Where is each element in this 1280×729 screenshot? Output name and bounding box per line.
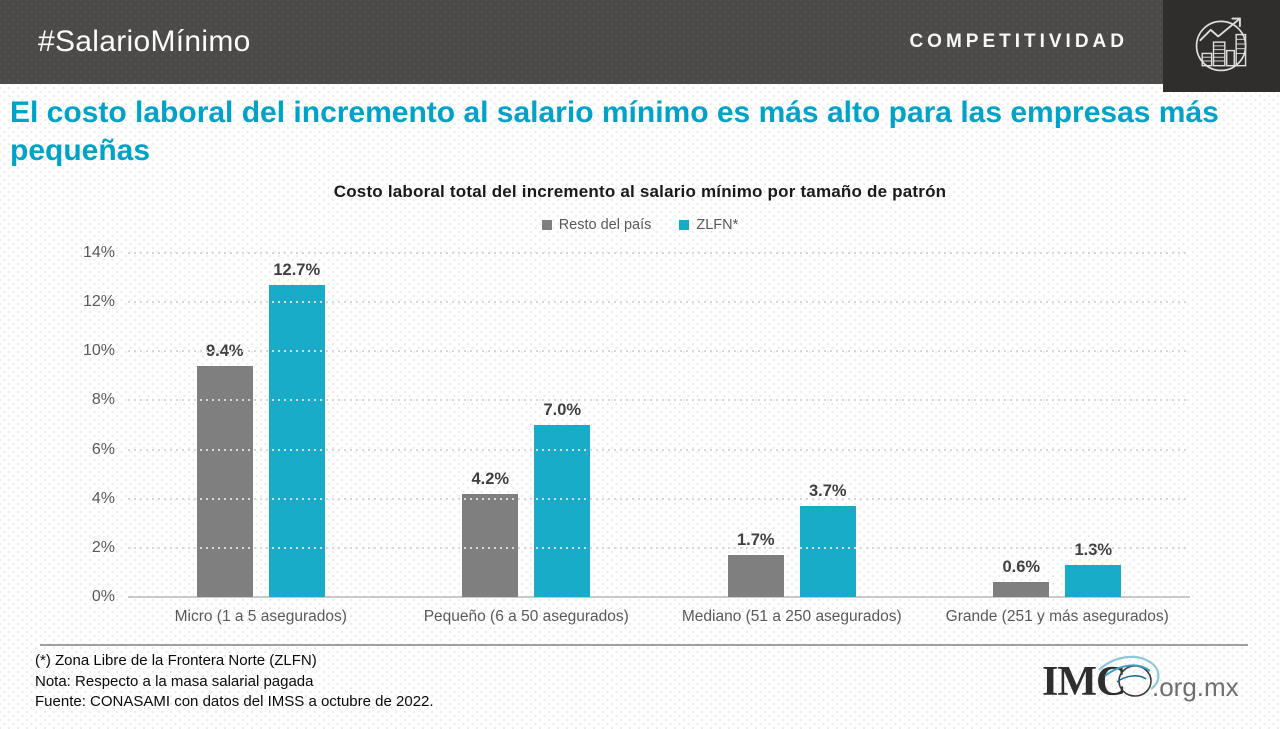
category-label: Micro (1 a 5 asegurados) <box>174 608 347 625</box>
y-tick-label: 14% <box>82 244 115 261</box>
legend-swatch <box>679 220 690 230</box>
gridline <box>128 546 1190 549</box>
bar-value-label: 0.6% <box>1002 558 1041 577</box>
bar: 12.7% <box>268 261 325 597</box>
legend-item: ZLFN* <box>679 217 738 233</box>
y-tick-label: 2% <box>91 538 115 556</box>
bar: 1.7% <box>727 531 784 597</box>
bar: 9.4% <box>196 342 253 597</box>
plot-area: 9.4% 12.7% 4.2% 7.0% 1.7% 3.7% 0.6% 1.3% 0% 2% 4%… <box>83 244 1190 605</box>
y-tick-label: 10% <box>82 342 115 360</box>
x-axis-line <box>128 596 1190 598</box>
footnote-line: Nota: Respecto a la masa salarial pagada <box>35 672 314 690</box>
y-tick-label: 12% <box>82 293 115 311</box>
bar-value-label: 12.7% <box>273 260 321 279</box>
gridline <box>128 350 1190 353</box>
brand-wordmark: COMPETITIVIDAD <box>909 31 1128 52</box>
imco-logo: IMC .org.mx <box>1042 655 1239 708</box>
imco-suffix: .org.mx <box>1152 672 1238 702</box>
footnotes: (*) Zona Libre de la Frontera Norte (ZLF… <box>35 651 434 713</box>
bar: 4.2% <box>462 470 519 597</box>
gridline <box>128 497 1190 500</box>
bar-value-label: 1.7% <box>736 531 775 550</box>
legend-label: ZLFN* <box>696 217 739 233</box>
bar: 0.6% <box>993 558 1050 597</box>
footnote-line: Fuente: CONASAMI con datos del IMSS a oc… <box>35 693 434 710</box>
gridline <box>128 448 1190 451</box>
bar: 3.7% <box>799 482 856 597</box>
city-growth-icon <box>1189 11 1255 82</box>
legend-label: Resto del país <box>558 217 652 233</box>
bar-group: 9.4% 12.7% <box>128 253 394 597</box>
bar-group: 0.6% 1.3% <box>925 253 1191 597</box>
bar-groups: 9.4% 12.7% 4.2% 7.0% 1.7% 3.7% 0.6% 1.3% <box>128 253 1190 597</box>
chart-legend: Resto del país ZLFN* <box>0 217 1280 233</box>
bar-value-label: 1.3% <box>1074 541 1113 560</box>
bar-group: 1.7% 3.7% <box>659 253 925 597</box>
gridline <box>128 252 1190 254</box>
header-logo-square <box>1163 0 1280 92</box>
imco-swoosh-o-icon <box>1098 655 1160 697</box>
y-tick-label: 6% <box>91 440 115 458</box>
legend-item: Resto del país <box>541 217 652 233</box>
bar: 1.3% <box>1065 541 1122 597</box>
bar-group: 4.2% 7.0% <box>394 253 660 597</box>
imco-letters: IMC <box>1042 659 1125 703</box>
chart-title: Costo laboral total del incremento al sa… <box>333 182 947 201</box>
hashtag-title: #SalarioMínimo <box>38 25 251 58</box>
legend-swatch <box>541 220 552 230</box>
category-label: Grande (251 y más asegurados) <box>945 608 1169 625</box>
gridline <box>128 399 1190 402</box>
y-tick-label: 4% <box>91 489 115 507</box>
gridline <box>128 301 1190 304</box>
bar-value-label: 3.7% <box>808 482 847 501</box>
bar-value-label: 7.0% <box>543 401 582 419</box>
category-axis: Micro (1 a 5 asegurados) Pequeño (6 a 50 … <box>128 608 1190 626</box>
slide-title: El costo laboral del incremento al salar… <box>10 96 1219 167</box>
bar-value-label: 4.2% <box>471 469 510 488</box>
category-label: Pequeño (6 a 50 asegurados) <box>423 608 629 625</box>
footer-divider <box>40 644 1248 646</box>
category-label: Mediano (51 a 250 asegurados) <box>681 608 902 625</box>
y-tick-label: 0% <box>91 588 115 605</box>
header-bar: #SalarioMínimo COMPETITIVIDAD <box>0 0 1280 92</box>
footnote-line: (*) Zona Libre de la Frontera Norte (ZLF… <box>35 652 317 669</box>
y-tick-label: 8% <box>91 391 115 409</box>
bar: 7.0% <box>534 401 591 597</box>
